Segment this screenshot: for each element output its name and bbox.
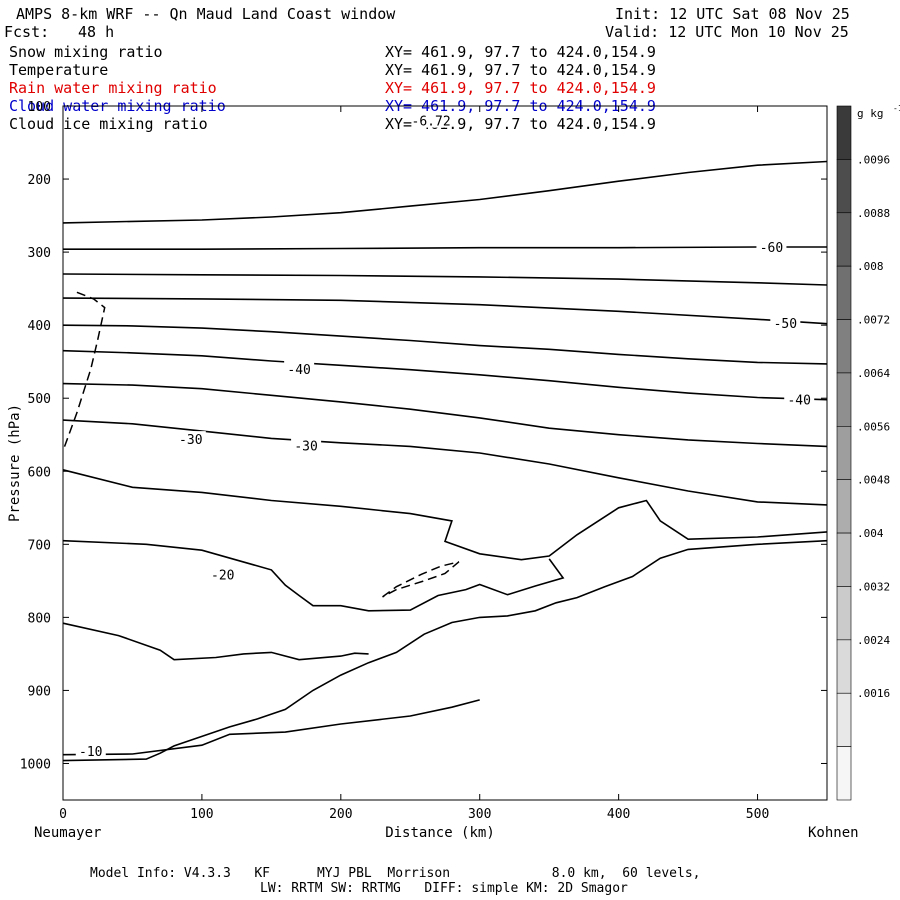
colorbar-swatch xyxy=(836,159,852,214)
forecast-label: Fcst: xyxy=(4,23,50,41)
y-tick-label: 200 xyxy=(28,173,51,188)
x-tick-label: 200 xyxy=(329,807,352,822)
y-tick-label: 600 xyxy=(28,465,51,480)
colorbar-swatch xyxy=(836,586,852,641)
temperature-contour xyxy=(62,297,828,325)
colorbar-tick-label: .0072 xyxy=(857,314,890,327)
x-left-station-label: Neumayer xyxy=(34,825,101,841)
model-info-line2: LW: RRTM SW: RRTMG DIFF: simple KM: 2D S… xyxy=(260,881,628,896)
contour-label-bg xyxy=(284,360,315,376)
forecast-hour: 48 h xyxy=(78,23,115,41)
colorbar-swatch xyxy=(836,319,852,374)
field-name: Snow mixing ratio xyxy=(9,43,163,61)
colorbar-swatch xyxy=(836,746,852,801)
plot-frame xyxy=(62,105,828,801)
colorbar-tick-label: .0016 xyxy=(857,687,890,700)
colorbar-tick-label: .0024 xyxy=(857,634,890,647)
temperature-contour xyxy=(62,382,828,448)
contour-label-bg xyxy=(416,112,447,128)
y-axis-label: Pressure (hPa) xyxy=(7,404,23,522)
field-name: Temperature xyxy=(9,61,109,79)
model-info-line1: Model Info: V4.3.3 KF MYJ PBL Morrison 8… xyxy=(90,866,701,881)
y-tick-label: 500 xyxy=(28,392,51,407)
contour-label-bg xyxy=(207,566,238,582)
chart-title: AMPS 8-km WRF -- Qn Maud Land Coast wind… xyxy=(16,5,396,23)
temperature-contour xyxy=(62,273,828,286)
contour-label: -30 xyxy=(294,440,317,455)
x-tick-label: 100 xyxy=(190,807,213,822)
temperature-contour xyxy=(62,160,828,224)
y-tick-label: 100 xyxy=(28,100,51,115)
terrain-line xyxy=(62,539,828,762)
field-xy-range: XY= 461.9, 97.7 to 424.0,154.9 xyxy=(385,61,656,79)
contour-label: -10 xyxy=(79,745,102,760)
contour-label-bg xyxy=(756,238,787,254)
y-tick-label: 1000 xyxy=(20,757,51,772)
x-tick-label: 0 xyxy=(59,807,67,822)
colorbar-tick-label: .0088 xyxy=(857,207,890,220)
temperature-contour xyxy=(62,622,369,661)
colorbar-swatch xyxy=(836,372,852,427)
temperature-contour xyxy=(62,349,828,401)
colorbar-tick-label: .004 xyxy=(857,527,884,540)
dashed-contour xyxy=(382,561,460,598)
colorbar-swatch xyxy=(836,105,852,160)
colorbar-swatch xyxy=(836,692,852,747)
colorbar-swatch xyxy=(836,265,852,320)
colorbar-tick-label: .0048 xyxy=(857,474,890,487)
temperature-contour xyxy=(62,699,480,756)
colorbar-unit-exponent: -1 xyxy=(893,104,900,113)
temperature-contour xyxy=(62,324,828,365)
x-tick-label: 300 xyxy=(468,807,491,822)
contour-label: -40 xyxy=(787,394,810,409)
contour-label-bg xyxy=(75,743,106,759)
field-xy-range: XY= 461.9, 97.7 to 424.0,154.9 xyxy=(385,79,656,97)
y-tick-label: 900 xyxy=(28,684,51,699)
colorbar-tick-label: .008 xyxy=(857,260,884,273)
init-time: Init: 12 UTC Sat 08 Nov 25 xyxy=(615,5,850,23)
colorbar-swatch xyxy=(836,479,852,534)
colorbar-swatch xyxy=(836,639,852,694)
valid-time: Valid: 12 UTC Mon 10 Nov 25 xyxy=(605,23,849,41)
field-name: Cloud ice mixing ratio xyxy=(9,115,208,133)
y-tick-label: 800 xyxy=(28,611,51,626)
x-right-station-label: Kohnen xyxy=(808,825,859,841)
colorbar-tick-label: .0096 xyxy=(857,153,890,166)
contour-label-bg xyxy=(770,314,801,330)
temperature-contour xyxy=(62,469,828,561)
field-name: Rain water mixing ratio xyxy=(9,79,217,97)
temperature-contour xyxy=(63,246,827,250)
contour-label: -60 xyxy=(760,241,783,256)
x-tick-label: 500 xyxy=(746,807,769,822)
x-tick-label: 400 xyxy=(607,807,630,822)
contour-label-bg xyxy=(784,391,815,407)
dashed-contour xyxy=(62,291,106,452)
colorbar-swatch xyxy=(836,532,852,587)
contour-label: -6.72 xyxy=(412,115,451,130)
contour-label-bg xyxy=(175,431,206,447)
y-tick-label: 300 xyxy=(28,246,51,261)
contour-label: -30 xyxy=(179,433,202,448)
x-axis-label: Distance (km) xyxy=(385,825,495,841)
contour-label: -50 xyxy=(774,317,797,332)
temperature-contour xyxy=(62,419,828,506)
y-tick-label: 400 xyxy=(28,319,51,334)
colorbar-swatch xyxy=(836,212,852,267)
colorbar-swatch xyxy=(836,426,852,480)
contour-label: -40 xyxy=(287,363,310,378)
colorbar-tick-label: .0032 xyxy=(857,580,890,593)
field-xy-range: XY= 461.9, 97.7 to 424.0,154.9 xyxy=(385,43,656,61)
colorbar-tick-label: .0064 xyxy=(857,367,890,380)
colorbar-unit: g kg xyxy=(857,107,884,120)
contour-label: -20 xyxy=(211,568,234,583)
colorbar-tick-label: .0056 xyxy=(857,420,890,433)
y-tick-label: 700 xyxy=(28,538,51,553)
contour-label-bg xyxy=(291,437,322,453)
temperature-contour xyxy=(62,539,565,612)
